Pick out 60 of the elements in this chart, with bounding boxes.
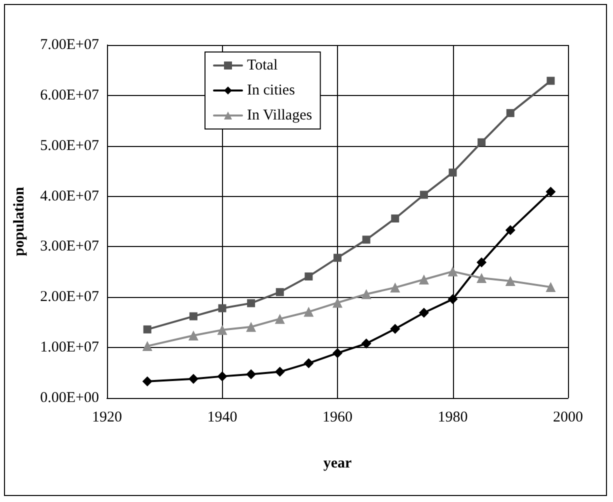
x-tick-label: 1960 <box>322 410 352 426</box>
point <box>546 76 555 85</box>
x-axis-title: year <box>323 456 352 472</box>
point <box>218 304 226 312</box>
x-tick-label: 1920 <box>92 410 122 426</box>
point <box>142 341 152 352</box>
legend-label: Total <box>247 58 278 74</box>
legend-label: In Villages <box>247 108 312 124</box>
point <box>448 294 458 304</box>
point <box>188 330 198 340</box>
point <box>188 374 198 384</box>
point <box>332 348 342 358</box>
point <box>448 168 457 177</box>
y-tick-label: 2.00E+07 <box>40 289 100 306</box>
point <box>361 338 372 349</box>
point <box>418 274 429 284</box>
y-tick-label: 4.00E+07 <box>40 188 100 204</box>
point <box>362 236 370 244</box>
point <box>505 276 516 286</box>
point <box>418 308 429 318</box>
point <box>246 322 256 332</box>
point <box>247 299 256 308</box>
y-tick-label: 0.00E+00 <box>40 390 99 406</box>
point <box>361 289 372 300</box>
y-tick-label: 7.00E+07 <box>40 37 100 53</box>
point <box>546 186 556 197</box>
x-tick-label: 2000 <box>553 410 583 426</box>
y-tick-label: 5.00E+07 <box>40 138 100 154</box>
point <box>217 324 228 335</box>
point <box>391 214 400 222</box>
y-tick-label: 1.00E+07 <box>40 340 100 356</box>
point <box>506 109 514 118</box>
point <box>189 312 198 320</box>
point <box>276 288 284 296</box>
point <box>478 138 486 146</box>
point <box>304 306 314 317</box>
point <box>274 314 285 324</box>
y-tick-label: 6.00E+07 <box>40 87 100 104</box>
point <box>334 254 342 262</box>
point <box>476 257 487 268</box>
point <box>505 225 516 236</box>
y-tick-label: 3.00E+07 <box>40 238 100 255</box>
point <box>246 369 256 380</box>
point <box>332 298 342 308</box>
point <box>476 272 487 283</box>
point <box>546 282 556 292</box>
point <box>304 272 313 280</box>
point <box>143 325 152 334</box>
point <box>390 282 400 293</box>
y-axis-title: population <box>12 186 28 256</box>
point <box>217 371 228 382</box>
point <box>448 266 458 276</box>
point <box>390 324 400 334</box>
x-tick-label: 1980 <box>438 410 468 426</box>
point <box>420 190 428 199</box>
legend-label: In cities <box>247 82 296 98</box>
point <box>304 358 314 368</box>
point <box>142 376 152 386</box>
x-tick-label: 1940 <box>207 410 238 426</box>
point <box>274 366 285 377</box>
